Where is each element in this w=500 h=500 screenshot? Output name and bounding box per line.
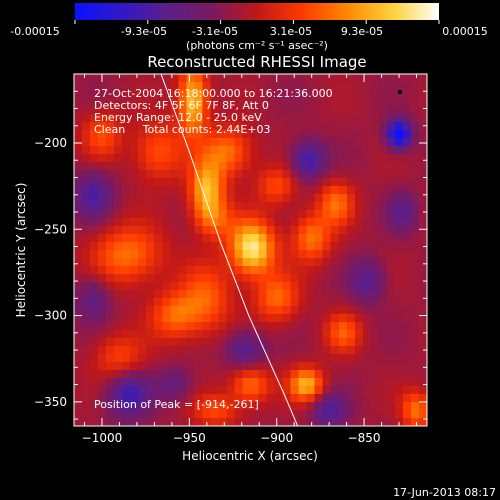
y-axis-title: Heliocentric Y (arcsec) (14, 183, 28, 318)
peak-marker (398, 90, 402, 94)
colorbar-unit-label: (photons cm⁻² s⁻¹ asec⁻²) (186, 39, 328, 52)
colorbar-tick-label: -3.1e-05 (192, 25, 238, 38)
peak-position-label: Position of Peak = [-914,-261] (94, 398, 259, 411)
y-tick-label: −250 (34, 222, 67, 236)
colorbar-tick-label: 3.1e-05 (270, 25, 312, 38)
annotation-clean-counts: Clean Total counts: 2.44E+03 (94, 123, 271, 136)
x-tick-label: −1000 (82, 431, 123, 445)
y-tick-label: −300 (34, 309, 67, 323)
plot-axes: −1000 −950 −900 −850 −200 −250 −300 −350 (34, 73, 428, 445)
y-tick-label: −200 (34, 136, 67, 150)
colorbar-tick-label: -0.00015 (10, 25, 59, 38)
y-tick-label: −350 (34, 395, 67, 409)
annotation-detectors: Detectors: 4F 5F 6F 7F 8F, Att 0 (94, 99, 269, 112)
x-axis-title: Heliocentric X (arcsec) (182, 449, 318, 463)
annotation-energy-range: Energy Range: 12.0 - 25.0 keV (94, 111, 262, 124)
annotation-time-range: 27-Oct-2004 16:18:00.000 to 16:21:36.000 (94, 87, 333, 100)
footer-date: 17-Jun-2013 08:17 (393, 486, 496, 499)
plot-frame (73, 73, 428, 427)
heatmap-image (74, 74, 427, 426)
colorbar-tick-label: 9.3e-05 (341, 25, 383, 38)
colorbar-ticks (74, 20, 440, 24)
colorbar (75, 3, 439, 20)
x-tick-label: −900 (260, 431, 293, 445)
x-tick-label: −850 (348, 431, 381, 445)
colorbar-tick-label: 0.00015 (442, 25, 488, 38)
solar-limb-curve (160, 74, 299, 426)
chart-title: Reconstructed RHESSI Image (147, 53, 366, 71)
colorbar-tick-label: -9.3e-05 (121, 25, 167, 38)
x-tick-label: −950 (173, 431, 206, 445)
